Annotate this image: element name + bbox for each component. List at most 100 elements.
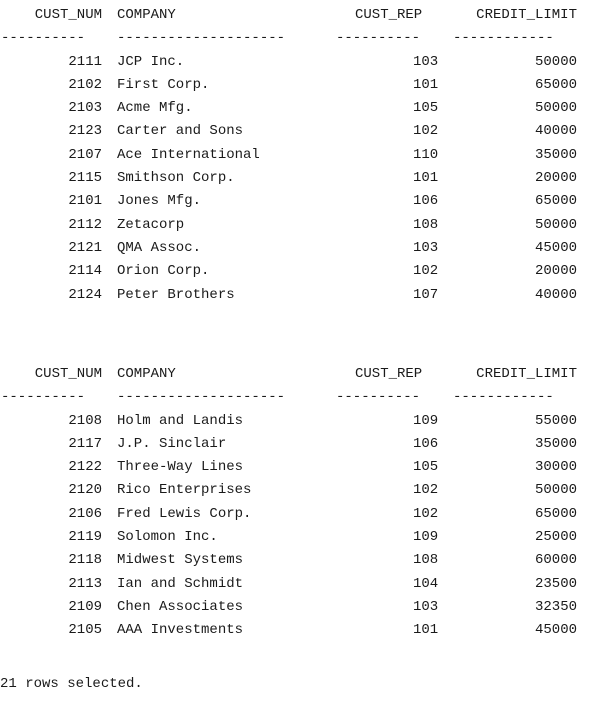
table-row: 2111 JCP Inc. 103 50000 [0, 51, 592, 74]
table-row: 2117 J.P. Sinclair 106 35000 [0, 433, 592, 456]
cell-cust-num: 2122 [68, 459, 102, 476]
table-row: 2108 Holm and Landis 109 55000 [0, 410, 592, 433]
cell-company: Peter Brothers [117, 286, 235, 303]
cell-credit-limit: 25000 [534, 529, 577, 546]
cell-company: JCP Inc. [117, 53, 185, 70]
cell-credit-limit: 35000 [534, 146, 577, 163]
cell-credit-limit: 30000 [534, 459, 577, 476]
cell-credit-limit: 40000 [534, 286, 577, 303]
cell-company: Ace International [117, 146, 260, 163]
table-row: 2112 Zetacorp 108 50000 [0, 214, 592, 237]
separator-row: ---------- -------------------- ----------… [0, 27, 592, 50]
cell-company: Smithson Corp. [117, 170, 235, 187]
separator-credit-limit: ------------ [453, 30, 554, 47]
cell-cust-rep: 109 [413, 529, 439, 546]
table-row: 2123 Carter and Sons 102 40000 [0, 120, 592, 143]
separator-cust-rep: ---------- [336, 389, 421, 406]
cell-cust-num: 2113 [68, 575, 102, 592]
cell-credit-limit: 65000 [534, 76, 577, 93]
table-row: 2118 Midwest Systems 108 60000 [0, 549, 592, 572]
cell-company: Zetacorp [117, 216, 185, 233]
cell-cust-rep: 106 [413, 435, 439, 452]
cell-credit-limit: 50000 [534, 216, 577, 233]
cell-cust-num: 2114 [68, 263, 102, 280]
header-cust-num: CUST_NUM [34, 366, 102, 382]
cell-credit-limit: 65000 [534, 193, 577, 210]
cell-credit-limit: 32350 [534, 598, 577, 615]
cell-cust-rep: 102 [413, 482, 439, 499]
cell-cust-rep: 103 [413, 53, 439, 70]
cell-company: Three-Way Lines [117, 459, 244, 476]
cell-cust-num: 2109 [68, 598, 102, 615]
header-cust-rep: CUST_REP [355, 366, 423, 382]
separator-company: -------------------- [117, 389, 286, 406]
result-block-1: CUST_NUM COMPANY CUST_REP CREDIT_LIMIT -----… [0, 4, 592, 307]
cell-credit-limit: 40000 [534, 123, 577, 140]
cell-credit-limit: 35000 [534, 435, 577, 452]
header-credit-limit: CREDIT_LIMIT [476, 7, 577, 23]
cell-cust-rep: 108 [413, 552, 439, 569]
table-row: 2102 First Corp. 101 65000 [0, 74, 592, 97]
column-header-row: CUST_NUM COMPANY CUST_REP CREDIT_LIMIT [0, 363, 592, 386]
column-header-row: CUST_NUM COMPANY CUST_REP CREDIT_LIMIT [0, 4, 592, 27]
cell-cust-rep: 105 [413, 100, 439, 117]
cell-credit-limit: 20000 [534, 263, 577, 280]
cell-credit-limit: 50000 [534, 100, 577, 117]
cell-cust-num: 2101 [68, 193, 102, 210]
cell-credit-limit: 50000 [534, 53, 577, 70]
cell-cust-rep: 102 [413, 263, 439, 280]
table-row: 2119 Solomon Inc. 109 25000 [0, 526, 592, 549]
cell-cust-num: 2121 [68, 239, 102, 256]
separator-row: ---------- -------------------- ----------… [0, 386, 592, 409]
table-row: 2103 Acme Mfg. 105 50000 [0, 97, 592, 120]
table-row: 2122 Three-Way Lines 105 30000 [0, 456, 592, 479]
cell-cust-rep: 102 [413, 505, 439, 522]
cell-cust-num: 2120 [68, 482, 102, 499]
cell-credit-limit: 60000 [534, 552, 577, 569]
cell-cust-num: 2124 [68, 286, 102, 303]
result-block-2: CUST_NUM COMPANY CUST_REP CREDIT_LIMIT -----… [0, 363, 592, 643]
separator-company: -------------------- [117, 30, 286, 47]
table-row: 2105 AAA Investments 101 45000 [0, 619, 592, 642]
separator-cust-num: ---------- [1, 30, 86, 47]
cell-cust-rep: 109 [413, 412, 439, 429]
cell-company: Chen Associates [117, 598, 244, 615]
table-row: 2107 Ace International 110 35000 [0, 144, 592, 167]
cell-cust-rep: 102 [413, 123, 439, 140]
table-row: 2114 Orion Corp. 102 20000 [0, 260, 592, 283]
cell-credit-limit: 55000 [534, 412, 577, 429]
cell-cust-rep: 105 [413, 459, 439, 476]
cell-company: Solomon Inc. [117, 529, 218, 546]
cell-company: Jones Mfg. [117, 193, 202, 210]
cell-cust-rep: 110 [413, 146, 439, 163]
cell-company: Ian and Schmidt [117, 575, 244, 592]
header-cust-num: CUST_NUM [34, 7, 102, 23]
cell-credit-limit: 23500 [534, 575, 577, 592]
cell-cust-num: 2111 [68, 53, 102, 70]
cell-credit-limit: 45000 [534, 622, 577, 639]
table-row: 2113 Ian and Schmidt 104 23500 [0, 573, 592, 596]
cell-credit-limit: 20000 [534, 170, 577, 187]
cell-company: J.P. Sinclair [117, 435, 227, 452]
table-row: 2101 Jones Mfg. 106 65000 [0, 190, 592, 213]
cell-cust-rep: 101 [413, 622, 439, 639]
cell-cust-num: 2106 [68, 505, 102, 522]
header-company: COMPANY [117, 366, 176, 382]
table-row: 2120 Rico Enterprises 102 50000 [0, 479, 592, 502]
cell-cust-num: 2112 [68, 216, 102, 233]
cell-cust-num: 2119 [68, 529, 102, 546]
cell-cust-rep: 101 [413, 170, 439, 187]
cell-company: Acme Mfg. [117, 100, 193, 117]
table-row: 2106 Fred Lewis Corp. 102 65000 [0, 503, 592, 526]
header-credit-limit: CREDIT_LIMIT [476, 366, 577, 382]
cell-company: Holm and Landis [117, 412, 244, 429]
separator-credit-limit: ------------ [453, 389, 554, 406]
cell-cust-num: 2102 [68, 76, 102, 93]
cell-cust-num: 2123 [68, 123, 102, 140]
cell-cust-rep: 108 [413, 216, 439, 233]
cell-company: QMA Assoc. [117, 239, 202, 256]
cell-company: AAA Investments [117, 622, 244, 639]
cell-cust-rep: 106 [413, 193, 439, 210]
cell-cust-num: 2117 [68, 435, 102, 452]
table-row: 2109 Chen Associates 103 32350 [0, 596, 592, 619]
